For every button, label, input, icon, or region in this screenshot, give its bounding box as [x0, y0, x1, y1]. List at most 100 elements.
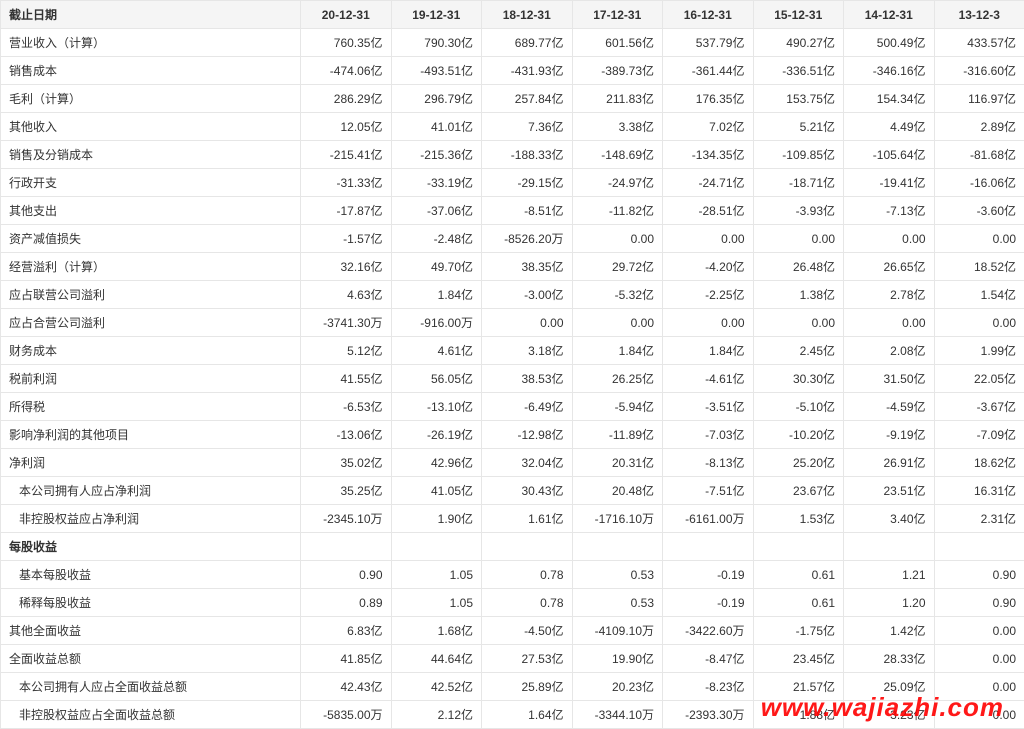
cell-value: -4.59亿 [844, 393, 935, 421]
cell-value: 38.53亿 [482, 365, 573, 393]
cell-value: 0.00 [934, 225, 1024, 253]
cell-value: 3.38亿 [572, 113, 663, 141]
cell-value: 0.00 [934, 617, 1024, 645]
cell-value: 116.97亿 [934, 85, 1024, 113]
cell-value [572, 533, 663, 561]
cell-value: 41.01亿 [391, 113, 482, 141]
cell-value: 0.53 [572, 561, 663, 589]
cell-value: -28.51亿 [663, 197, 754, 225]
cell-value: -37.06亿 [391, 197, 482, 225]
table-row: 经营溢利（计算）32.16亿49.70亿38.35亿29.72亿-4.20亿26… [1, 253, 1024, 281]
cell-value: -7.51亿 [663, 477, 754, 505]
col-header: 19-12-31 [391, 1, 482, 29]
cell-value: -4.61亿 [663, 365, 754, 393]
row-label: 销售及分销成本 [1, 141, 301, 169]
row-label: 税前利润 [1, 365, 301, 393]
cell-value: 1.99亿 [934, 337, 1024, 365]
cell-value: 12.05亿 [301, 113, 392, 141]
cell-value: 1.61亿 [482, 505, 573, 533]
cell-value: -4.20亿 [663, 253, 754, 281]
cell-value: 20.23亿 [572, 673, 663, 701]
table-row: 影响净利润的其他项目-13.06亿-26.19亿-12.98亿-11.89亿-7… [1, 421, 1024, 449]
cell-value: -1716.10万 [572, 505, 663, 533]
row-label: 毛利（计算） [1, 85, 301, 113]
cell-value: 44.64亿 [391, 645, 482, 673]
cell-value: 16.31亿 [934, 477, 1024, 505]
row-label: 本公司拥有人应占全面收益总额 [1, 673, 301, 701]
cell-value: 2.12亿 [391, 701, 482, 729]
cell-value: -3.67亿 [934, 393, 1024, 421]
cell-value: 0.00 [572, 309, 663, 337]
cell-value: 25.09亿 [844, 673, 935, 701]
row-label: 应占联营公司溢利 [1, 281, 301, 309]
cell-value: -474.06亿 [301, 57, 392, 85]
cell-value: 0.00 [663, 309, 754, 337]
cell-value: 286.29亿 [301, 85, 392, 113]
cell-value: -6.49亿 [482, 393, 573, 421]
cell-value: 22.05亿 [934, 365, 1024, 393]
cell-value: -3.93亿 [753, 197, 844, 225]
cell-value: 5.12亿 [301, 337, 392, 365]
cell-value: 21.57亿 [753, 673, 844, 701]
cell-value: 4.63亿 [301, 281, 392, 309]
cell-value: 0.00 [934, 309, 1024, 337]
cell-value: -8526.20万 [482, 225, 573, 253]
cell-value: 790.30亿 [391, 29, 482, 57]
cell-value: 23.51亿 [844, 477, 935, 505]
cell-value: 20.31亿 [572, 449, 663, 477]
row-label: 稀释每股收益 [1, 589, 301, 617]
cell-value: -8.23亿 [663, 673, 754, 701]
cell-value: -105.64亿 [844, 141, 935, 169]
row-label: 其他全面收益 [1, 617, 301, 645]
cell-value: -26.19亿 [391, 421, 482, 449]
table-row: 营业收入（计算）760.35亿790.30亿689.77亿601.56亿537.… [1, 29, 1024, 57]
cell-value: 0.53 [572, 589, 663, 617]
row-label: 基本每股收益 [1, 561, 301, 589]
cell-value: 41.55亿 [301, 365, 392, 393]
cell-value: 490.27亿 [753, 29, 844, 57]
cell-value: 2.89亿 [934, 113, 1024, 141]
cell-value: -215.36亿 [391, 141, 482, 169]
cell-value: -1.75亿 [753, 617, 844, 645]
cell-value: 2.08亿 [844, 337, 935, 365]
cell-value: -13.06亿 [301, 421, 392, 449]
cell-value: 26.65亿 [844, 253, 935, 281]
cell-value: -148.69亿 [572, 141, 663, 169]
cell-value: 500.49亿 [844, 29, 935, 57]
cell-value: 0.00 [572, 225, 663, 253]
cell-value [934, 533, 1024, 561]
cell-value: 1.21 [844, 561, 935, 589]
table-row: 全面收益总额41.85亿44.64亿27.53亿19.90亿-8.47亿23.4… [1, 645, 1024, 673]
row-label: 资产减值损失 [1, 225, 301, 253]
row-label: 非控股权益应占净利润 [1, 505, 301, 533]
cell-value: 26.91亿 [844, 449, 935, 477]
cell-value: 28.33亿 [844, 645, 935, 673]
cell-value: -3422.60万 [663, 617, 754, 645]
table-row: 销售成本-474.06亿-493.51亿-431.93亿-389.73亿-361… [1, 57, 1024, 85]
cell-value: 433.57亿 [934, 29, 1024, 57]
cell-value: 0.78 [482, 589, 573, 617]
col-header: 17-12-31 [572, 1, 663, 29]
cell-value: -3741.30万 [301, 309, 392, 337]
cell-value: 3.23亿 [844, 701, 935, 729]
cell-value [391, 533, 482, 561]
table-header-row: 截止日期 20-12-31 19-12-31 18-12-31 17-12-31… [1, 1, 1024, 29]
cell-value: 1.68亿 [391, 617, 482, 645]
cell-value: -13.10亿 [391, 393, 482, 421]
cell-value: 20.48亿 [572, 477, 663, 505]
cell-value: 0.61 [753, 561, 844, 589]
cell-value: 49.70亿 [391, 253, 482, 281]
cell-value: 1.84亿 [572, 337, 663, 365]
cell-value: 1.88亿 [753, 701, 844, 729]
cell-value: 30.30亿 [753, 365, 844, 393]
cell-value: 30.43亿 [482, 477, 573, 505]
cell-value: -215.41亿 [301, 141, 392, 169]
cell-value: -5.94亿 [572, 393, 663, 421]
cell-value: -336.51亿 [753, 57, 844, 85]
cell-value: -81.68亿 [934, 141, 1024, 169]
cell-value: 0.00 [844, 309, 935, 337]
cell-value: 0.90 [934, 561, 1024, 589]
cell-value: 2.78亿 [844, 281, 935, 309]
table-row: 财务成本5.12亿4.61亿3.18亿1.84亿1.84亿2.45亿2.08亿1… [1, 337, 1024, 365]
cell-value: 19.90亿 [572, 645, 663, 673]
